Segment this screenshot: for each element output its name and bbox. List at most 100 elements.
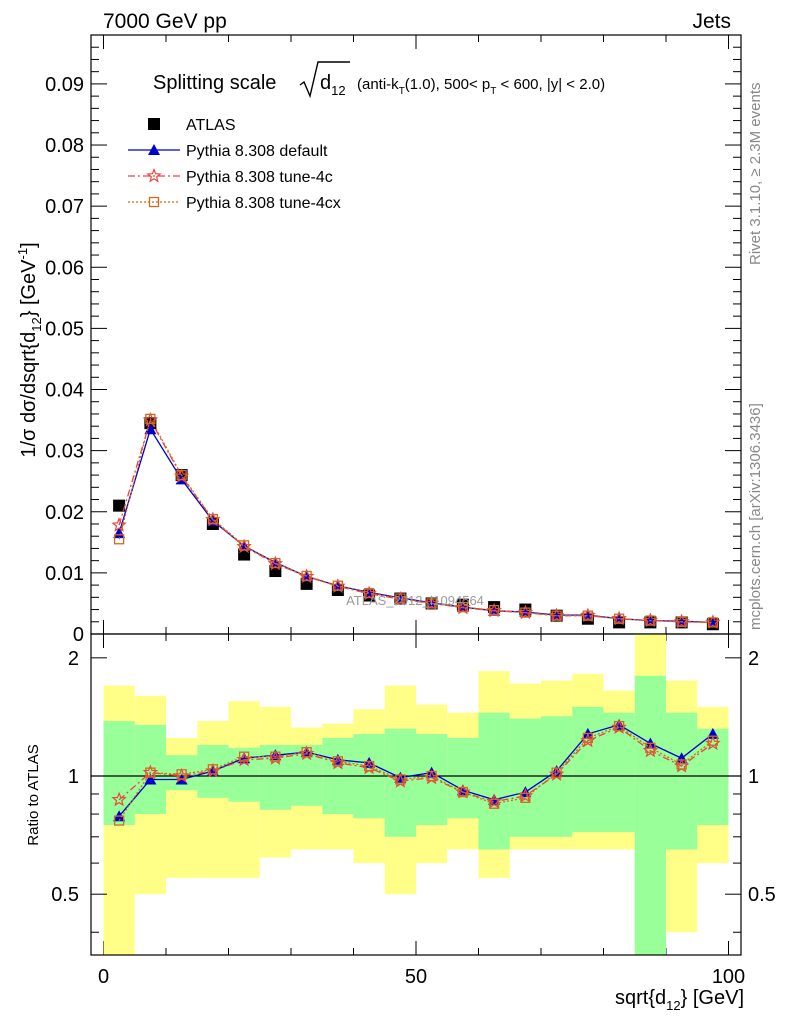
ratio-series-point <box>488 798 500 809</box>
ratio-series-point <box>363 760 375 772</box>
legend-marker <box>148 196 160 208</box>
rivet-label: Rivet 3.1.10, ≥ 2.3M events <box>747 83 764 266</box>
band-inner <box>634 675 666 955</box>
y-tick-label: 0.07 <box>45 196 84 218</box>
ratio-series-point <box>613 718 626 730</box>
ylabel-main: 1/σ dσ/dsqrt{d12} [GeV-1] <box>15 242 44 457</box>
atlas-point <box>113 499 126 512</box>
title-d-sub: 12 <box>331 83 345 98</box>
ratio-series-point <box>582 732 594 744</box>
series-point <box>176 469 187 481</box>
band-inner <box>666 712 698 850</box>
series-point <box>113 534 125 545</box>
series-point <box>551 610 562 621</box>
ratio-series-point <box>176 769 187 780</box>
band-inner <box>509 718 541 837</box>
title-sel1: (anti-k <box>357 76 399 93</box>
svg-text:Splitting scale: Splitting scale <box>153 72 276 94</box>
watermark: ATLAS_2012_I1094564 <box>346 593 484 608</box>
header-left: 7000 GeV pp <box>103 10 227 33</box>
ratio-y-tick-label: 1 <box>68 766 79 788</box>
ratio-series-point <box>269 749 282 761</box>
svg-text:d12: d12 <box>320 72 346 98</box>
series-point <box>582 610 594 621</box>
ratio-series-point <box>551 767 562 778</box>
legend-label: ATLAS <box>186 117 236 134</box>
xlabel: sqrt{d12} [GeV] <box>615 987 744 1013</box>
y-tick-label: 0.06 <box>45 257 84 279</box>
x-tick-label: 0 <box>98 966 109 988</box>
ratio-y-tick-label: 2 <box>68 648 79 670</box>
band-inner <box>166 755 198 791</box>
band-inner <box>384 728 416 837</box>
legend: ATLAS Pythia 8.308 default Pythia 8.308 tu… <box>128 117 341 212</box>
series-point <box>207 513 219 525</box>
series-point <box>301 570 312 582</box>
title-sel2-sub: T <box>490 86 496 97</box>
ratio-series-point <box>111 791 127 807</box>
title-sel2: (1.0), 500< p <box>405 76 490 93</box>
series-point <box>332 580 344 591</box>
mcplots-label: mcplots.cern.ch [arXiv:1306.3436] <box>747 403 764 630</box>
y-tick-label-zero: 0 <box>73 624 84 646</box>
band-inner <box>134 724 166 815</box>
ratio-y-tick-label-right: 0.5 <box>748 884 776 906</box>
y-tick-label: 0.02 <box>45 502 84 524</box>
ratio-series-line <box>118 725 714 821</box>
ratio-series-point <box>707 735 719 746</box>
ratio-series-point <box>519 786 532 798</box>
series-point <box>645 615 656 626</box>
series-point <box>613 613 625 624</box>
ratio-series-point <box>207 764 219 775</box>
ratio-series-point <box>426 770 437 782</box>
title-prefix: Splitting scale <box>153 72 276 94</box>
series-point <box>144 423 157 435</box>
y-tick-label: 0.03 <box>45 441 84 463</box>
ratio-series-point <box>613 720 625 732</box>
series-point <box>145 413 156 424</box>
ratio-series-point <box>145 767 156 778</box>
x-tick-label: 50 <box>405 966 427 988</box>
series-point <box>270 557 281 569</box>
legend-marker <box>148 144 160 155</box>
header-right: Jets <box>692 10 731 33</box>
series-point <box>520 607 531 618</box>
ratio-series-point <box>270 751 281 762</box>
ratio-series-point <box>520 792 531 803</box>
series-point <box>488 605 500 616</box>
title-d: d <box>320 72 331 94</box>
ratio-series-point <box>144 773 157 785</box>
y-tick-label: 0.09 <box>45 74 84 96</box>
series-point <box>395 593 406 604</box>
band-inner <box>478 712 510 850</box>
ratio-panel: 0 50 100 0.5 0.5 1 1 2 2 <box>51 633 776 988</box>
title-sel3: < 600, |y| < 2.0) <box>496 76 605 93</box>
legend-marker <box>148 118 160 130</box>
ratio-series-point <box>676 759 687 770</box>
legend-label: Pythia 8.308 default <box>186 143 328 160</box>
legend-label: Pythia 8.308 tune-4c <box>186 169 333 186</box>
band-inner <box>103 721 135 826</box>
y-tick-label: 0.08 <box>45 135 84 157</box>
sqrt-sign <box>299 61 350 99</box>
ratio-series-point <box>550 764 563 776</box>
title-sel1-sub: T <box>399 86 405 97</box>
series-point <box>676 616 687 627</box>
ratio-series-point <box>332 756 344 767</box>
band-outer <box>197 721 229 878</box>
series-point <box>238 540 250 551</box>
y-tick-label: 0.01 <box>45 563 84 585</box>
ratio-y-tick-label-right: 2 <box>748 648 759 670</box>
legend-label: Pythia 8.308 tune-4cx <box>186 195 341 212</box>
ratio-frame <box>90 633 742 956</box>
main-panel: 0.01 0.02 0.03 0.04 0.05 0.06 0.07 0.08 0.09 0 <box>45 34 742 955</box>
series-point <box>426 598 437 609</box>
ratio-y-tick-label-right: 1 <box>748 766 759 788</box>
ratio-y-tick-label: 0.5 <box>51 884 79 906</box>
ratio-series-point <box>113 815 125 826</box>
series-point <box>707 617 719 628</box>
ylabel-ratio: Ratio to ATLAS <box>25 744 42 845</box>
ratio-series-point <box>457 786 469 798</box>
plot-title: Splitting scale d12 (anti-kT(1.0), 500< … <box>153 61 605 99</box>
